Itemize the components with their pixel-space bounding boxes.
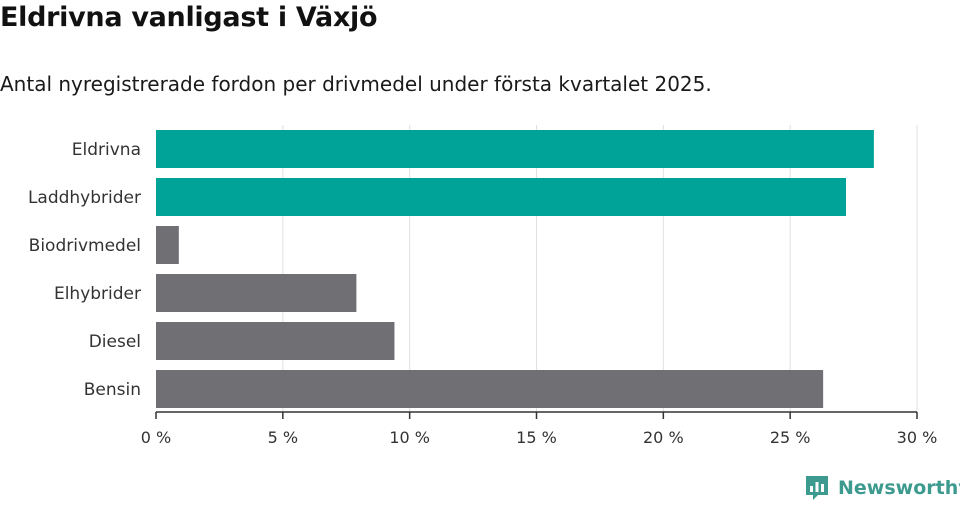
- category-label: Diesel: [89, 332, 141, 352]
- x-tick-label: 5 %: [268, 428, 298, 447]
- x-tick-label: 20 %: [643, 428, 684, 447]
- category-label: Laddhybrider: [28, 188, 141, 208]
- bar: [156, 178, 846, 216]
- x-tick-label: 15 %: [516, 428, 557, 447]
- category-label: Biodrivmedel: [29, 236, 141, 256]
- gridlines: [282, 125, 918, 412]
- chart-title: Eldrivna vanligast i Växjö: [0, 2, 378, 33]
- bar: [156, 322, 395, 360]
- bar-chart: Eldrivna Laddhybrider Biodrivmedel Elhybrid…: [28, 125, 938, 447]
- bars: [156, 130, 874, 408]
- x-tick-label: 30 %: [897, 428, 938, 447]
- brand-logo: Newsworthy: [804, 474, 960, 502]
- category-label: Elhybrider: [54, 284, 141, 304]
- bar: [156, 226, 179, 264]
- x-tick-label: 10 %: [389, 428, 430, 447]
- bar: [156, 370, 824, 408]
- chart-subtitle: Antal nyregistrerade fordon per drivmede…: [0, 72, 712, 96]
- bar: [156, 130, 874, 168]
- category-labels: Eldrivna Laddhybrider Biodrivmedel Elhybrid…: [28, 140, 141, 400]
- newsworthy-logo-icon: [806, 476, 828, 500]
- category-label: Bensin: [84, 380, 141, 400]
- x-tick-label: 25 %: [770, 428, 811, 447]
- bar: [156, 274, 357, 312]
- category-label: Eldrivna: [72, 140, 141, 160]
- x-tick-label: 0 %: [141, 428, 171, 447]
- brand-name: Newsworthy: [838, 477, 960, 499]
- x-axis: 0 % 5 % 10 % 15 % 20 % 25 % 30 %: [141, 411, 938, 447]
